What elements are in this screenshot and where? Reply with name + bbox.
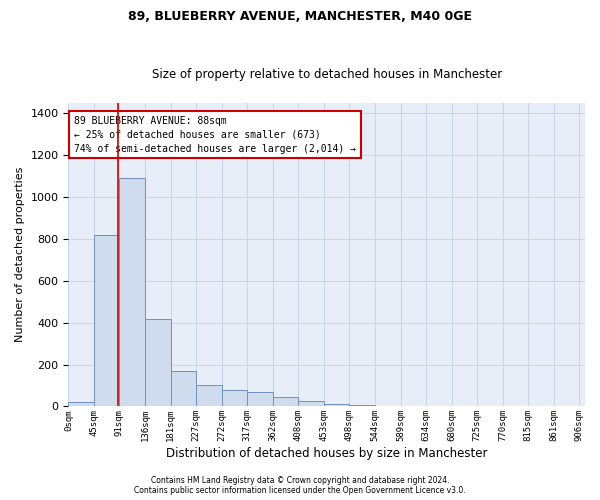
Bar: [68, 402, 94, 406]
Bar: [145, 318, 170, 406]
Bar: [221, 390, 247, 406]
Title: Size of property relative to detached houses in Manchester: Size of property relative to detached ho…: [152, 68, 502, 81]
Bar: [94, 235, 119, 406]
Bar: [298, 401, 324, 406]
Bar: [196, 386, 221, 406]
Y-axis label: Number of detached properties: Number of detached properties: [15, 167, 25, 342]
X-axis label: Distribution of detached houses by size in Manchester: Distribution of detached houses by size …: [166, 447, 487, 460]
Bar: [170, 371, 196, 406]
Bar: [273, 397, 298, 406]
Bar: [324, 404, 349, 406]
Bar: [247, 392, 273, 406]
Bar: [119, 178, 145, 406]
Text: 89, BLUEBERRY AVENUE, MANCHESTER, M40 0GE: 89, BLUEBERRY AVENUE, MANCHESTER, M40 0G…: [128, 10, 472, 23]
Text: Contains HM Land Registry data © Crown copyright and database right 2024.
Contai: Contains HM Land Registry data © Crown c…: [134, 476, 466, 495]
Text: 89 BLUEBERRY AVENUE: 88sqm
← 25% of detached houses are smaller (673)
74% of sem: 89 BLUEBERRY AVENUE: 88sqm ← 25% of deta…: [74, 116, 356, 154]
